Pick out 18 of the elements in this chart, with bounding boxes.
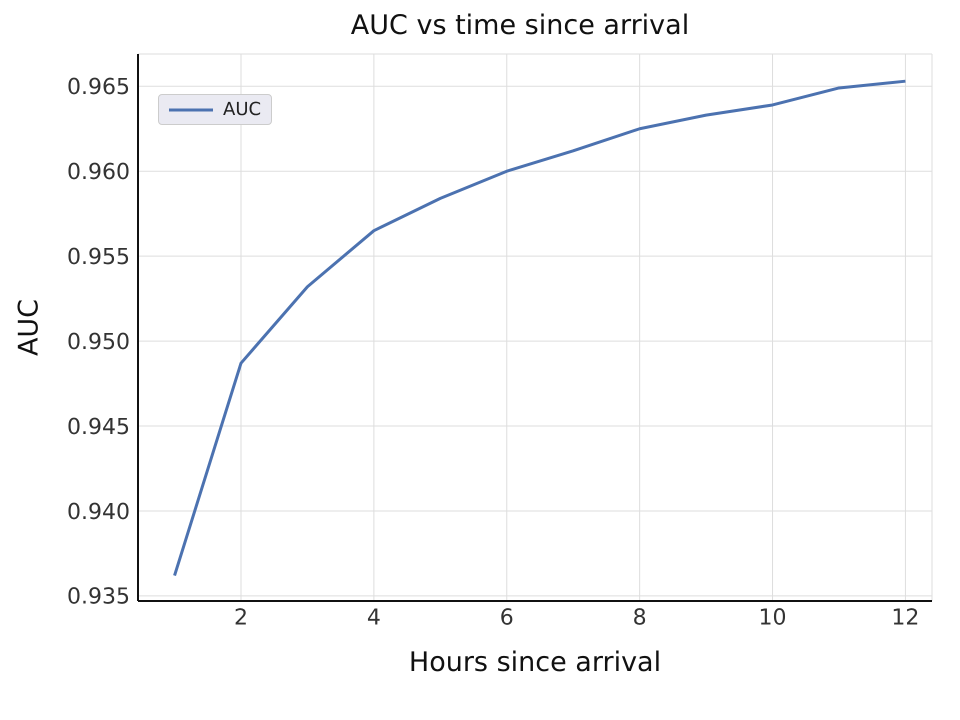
x-tick-label: 6 xyxy=(500,606,514,631)
line-series xyxy=(173,80,907,578)
chart-title: AUC vs time since arrival xyxy=(350,9,690,43)
y-tick-label: 0.965 xyxy=(67,75,130,100)
y-tick-label: 0.940 xyxy=(67,500,130,525)
x-tick-label: 8 xyxy=(632,606,647,631)
x-tick-label: 10 xyxy=(758,606,787,631)
y-tick-label: 0.950 xyxy=(67,330,130,355)
y-tick-label: 0.960 xyxy=(67,160,130,186)
y-tick-label: 0.935 xyxy=(67,584,130,610)
x-axis-title: Hours since arrival xyxy=(408,647,662,678)
y-tick-label: 0.955 xyxy=(67,244,130,270)
x-tick-label: 4 xyxy=(366,606,381,631)
y-tick-label: 0.945 xyxy=(67,414,130,440)
x-tick-label: 12 xyxy=(891,606,920,631)
y-axis-title: AUC xyxy=(14,298,45,356)
x-tick-label: 2 xyxy=(234,606,248,631)
legend-label: AUC xyxy=(222,99,262,120)
